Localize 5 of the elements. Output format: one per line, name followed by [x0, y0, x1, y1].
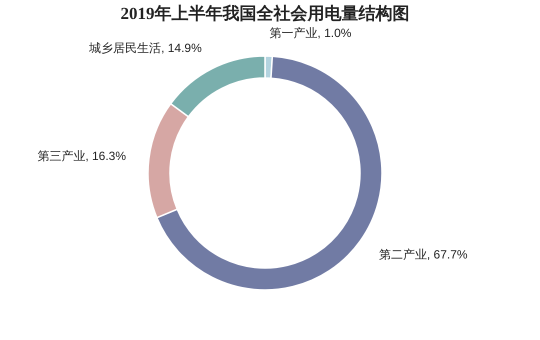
chart-title: 2019年上半年我国全社会用电量结构图 [120, 4, 410, 24]
slice-label: 第一产业, 1.0% [269, 26, 352, 40]
slice-label: 第二产业, 67.7% [378, 247, 468, 262]
slice-label: 第三产业, 16.3% [37, 149, 126, 164]
slice-label: 城乡居民生活, 14.9% [88, 41, 202, 56]
